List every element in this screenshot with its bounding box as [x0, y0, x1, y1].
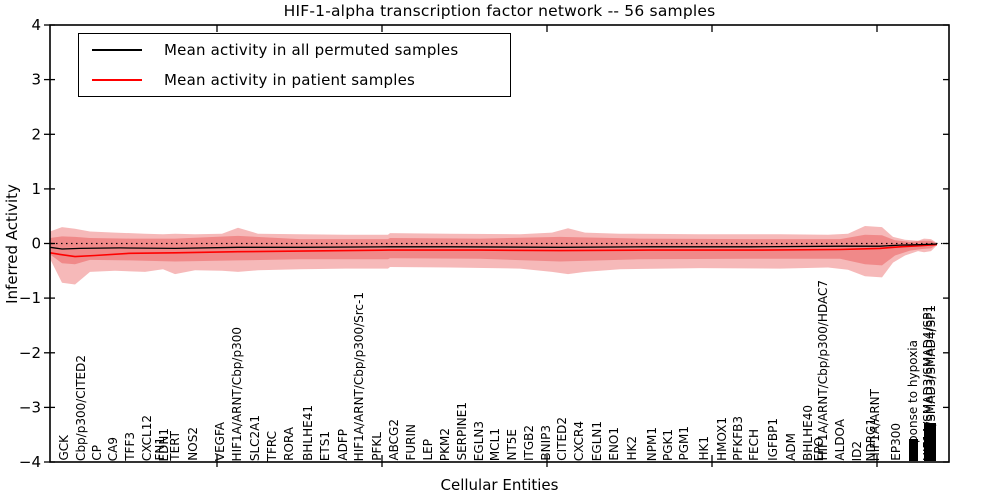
x-tick-label: FURIN: [403, 424, 418, 461]
overlapping-labels-blob: [908, 439, 918, 461]
x-tick-label: MCL1: [487, 427, 502, 461]
x-tick-label: ADFP: [335, 429, 350, 461]
x-tick-label: BHLHE41: [300, 405, 315, 461]
x-tick-label: RORA: [281, 427, 296, 461]
x-tick-label: PGM1: [676, 426, 691, 461]
x-tick-label: PGK1: [660, 428, 675, 461]
legend: Mean activity in all permuted samples Me…: [78, 33, 511, 97]
x-tick-label: PFKFB3: [730, 416, 745, 461]
x-tick-label: ADM: [783, 433, 798, 461]
x-tick-label: EGLN1: [589, 420, 604, 461]
x-tick-label: ALDOA: [832, 419, 847, 461]
x-tick-label: ITGB2: [521, 424, 536, 461]
x-tick-label: CXCL12: [139, 414, 154, 461]
legend-label-permuted: Mean activity in all permuted samples: [164, 41, 459, 59]
x-tick-label: FECH: [746, 429, 761, 461]
x-tick-label: PKM2: [437, 427, 452, 461]
x-tick-label: VEGFA: [212, 421, 227, 461]
x-axis-label: Cellular Entities: [440, 476, 559, 494]
x-tick-label: HIF1A/ARNT/Cbp/p300: [229, 326, 244, 461]
x-tick-label: CITED2: [554, 417, 569, 461]
chart-title: HIF-1-alpha transcription factor network…: [283, 2, 716, 20]
legend-line-red-icon: [92, 79, 142, 81]
x-tick-label: HIF1A/ARNT: [867, 388, 882, 461]
x-tick-label: HIF1A/ARNT/Cbp/p300/HDAC7: [815, 280, 830, 461]
x-tick-label: TFF3: [122, 432, 137, 461]
x-tick-label: IGFBP1: [765, 418, 780, 461]
x-tick-label: EGLN3: [471, 420, 486, 461]
x-tick-label: NPM1: [644, 426, 659, 461]
x-tick-label: LEP: [420, 439, 435, 461]
x-tick-label: ID2: [849, 440, 864, 461]
x-tick-label: NT5E: [504, 429, 519, 461]
x-tick-label: TFRC: [264, 430, 279, 461]
legend-entry-patient: Mean activity in patient samples: [79, 66, 510, 94]
x-tick-label: CXCR4: [571, 420, 586, 461]
legend-label-patient: Mean activity in patient samples: [164, 71, 416, 89]
x-tick-label: EP300: [888, 423, 903, 461]
x-tick-label: TERT: [167, 431, 182, 461]
x-tick-label: HK2: [624, 436, 639, 461]
x-tick-label: ETS1: [317, 430, 332, 461]
x-tick-label: BNIP3: [538, 425, 553, 461]
x-tick-label: HMOX1: [714, 417, 729, 461]
legend-line-black-icon: [92, 49, 142, 51]
x-tick-label: ENO1: [606, 427, 621, 461]
x-tick-label: CA9: [105, 436, 120, 461]
x-tick-label: SERPINE1: [454, 402, 469, 461]
x-tick-label: ABCG2: [386, 419, 401, 461]
legend-entry-permuted: Mean activity in all permuted samples: [79, 36, 510, 64]
x-tick-label: HIF1A/ARNT/Cbp/p300/Src-1: [351, 291, 366, 461]
x-tick-label: HK1: [696, 436, 711, 461]
x-tick-label: CP: [89, 445, 104, 461]
x-tick-label: GCK: [56, 435, 71, 461]
x-tick-label: SLC2A1: [247, 414, 262, 461]
x-tick-label: Cbp/p300/CITED2: [73, 355, 88, 461]
overlapping-labels-blob: [924, 423, 936, 461]
x-tick-label: NOS2: [185, 427, 200, 461]
x-tick-label: PFKL: [369, 432, 384, 461]
